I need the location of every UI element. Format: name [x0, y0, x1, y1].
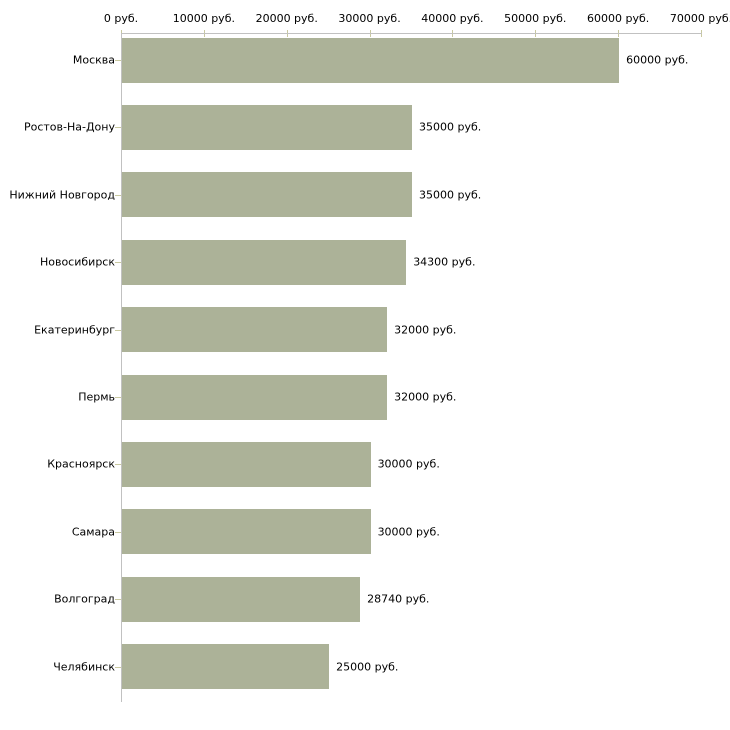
category-tick-mark: [115, 60, 121, 61]
category-tick-mark: [115, 330, 121, 331]
bar: [122, 307, 388, 353]
category-label: Нижний Новгород: [9, 188, 115, 202]
x-axis-tick-label: 30000 руб.: [338, 12, 401, 25]
x-axis-tick-label: 70000 руб.: [669, 12, 730, 25]
x-axis-tick-label: 20000 руб.: [255, 12, 318, 25]
bar: [122, 441, 371, 487]
value-label: 32000 руб.: [394, 323, 457, 337]
bar: [122, 576, 361, 622]
category-label: Ростов-На-Дону: [23, 120, 115, 134]
category-tick-mark: [115, 195, 121, 196]
x-axis-tick-label: 0 руб.: [103, 12, 139, 25]
bar: [122, 374, 388, 420]
category-tick-mark: [115, 532, 121, 533]
x-axis-tick-label: 50000 руб.: [504, 12, 567, 25]
category-label: Пермь: [78, 390, 115, 404]
category-label: Красноярск: [47, 457, 115, 471]
value-label: 30000 руб.: [377, 457, 440, 471]
category-label: Москва: [72, 53, 115, 67]
value-label: 35000 руб.: [419, 188, 482, 202]
value-label: 30000 руб.: [377, 525, 440, 539]
category-tick-mark: [115, 599, 121, 600]
value-label: 34300 руб.: [413, 255, 476, 269]
bar: [122, 37, 620, 83]
value-label: 32000 руб.: [394, 390, 457, 404]
category-tick-mark: [115, 667, 121, 668]
value-label: 35000 руб.: [419, 120, 482, 134]
category-label: Екатеринбург: [34, 323, 115, 337]
category-tick-mark: [115, 127, 121, 128]
bar: [122, 172, 412, 218]
category-label: Челябинск: [53, 660, 115, 674]
x-axis-tick-label: 40000 руб.: [421, 12, 484, 25]
value-label: 25000 руб.: [336, 660, 399, 674]
bar: [122, 239, 407, 285]
bar: [122, 644, 330, 690]
y-axis-line: [121, 33, 122, 702]
category-tick-mark: [115, 397, 121, 398]
x-axis-line: [121, 33, 702, 34]
category-tick-mark: [115, 262, 121, 263]
category-label: Волгоград: [54, 592, 115, 606]
value-label: 28740 руб.: [367, 592, 430, 606]
x-axis-tick-label: 60000 руб.: [587, 12, 650, 25]
x-axis-tick-label: 10000 руб.: [172, 12, 235, 25]
bar: [122, 509, 371, 555]
category-label: Новосибирск: [39, 255, 115, 269]
category-tick-mark: [115, 464, 121, 465]
value-label: 60000 руб.: [626, 53, 689, 67]
category-label: Самара: [71, 525, 115, 539]
bar: [122, 104, 412, 150]
